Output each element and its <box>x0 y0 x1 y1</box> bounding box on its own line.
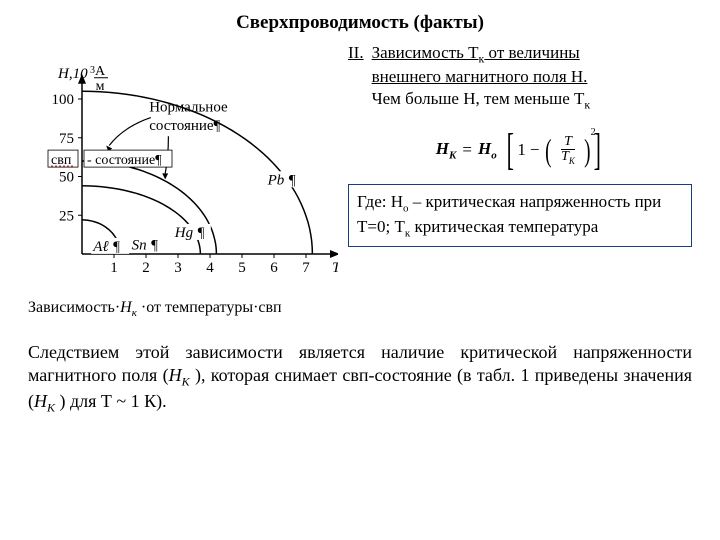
svg-text:25: 25 <box>59 208 74 224</box>
svg-text:Hg ¶: Hg ¶ <box>174 225 205 241</box>
svg-text:6: 6 <box>270 260 278 276</box>
caption-H: Н <box>120 299 132 316</box>
f-Ho-o: o <box>491 149 497 161</box>
f-den-K: K <box>569 155 575 165</box>
svg-text:100: 100 <box>52 92 75 108</box>
svg-text:4: 4 <box>206 260 214 276</box>
right-paren: ) <box>584 134 590 166</box>
svg-text:3: 3 <box>174 260 182 276</box>
p-HK1: Н <box>169 365 182 385</box>
page-title: Сверхпроводимость (факты) <box>28 12 692 34</box>
caption-rest: ·от температуры·свп <box>137 299 282 316</box>
heading-line2: внешнего магнитного поля Н. <box>372 67 588 86</box>
svg-text:- состояние¶: - состояние¶ <box>87 153 162 168</box>
heading-l3a: Чем больше Н, тем меньше Т <box>372 89 585 108</box>
svg-text:Pb ¶: Pb ¶ <box>267 172 296 188</box>
p-HK2s: К <box>47 401 55 415</box>
left-bracket: [ <box>506 128 513 172</box>
f-den: TK <box>558 150 578 166</box>
heading-l1b: от величины <box>484 43 579 62</box>
svg-text:состояние¶: состояние¶ <box>149 118 220 134</box>
svg-text:Т, К: Т, К <box>332 260 338 276</box>
caption-text: Зависимость· <box>28 299 120 316</box>
f-H: H <box>436 139 449 158</box>
svg-text:А: А <box>95 64 106 79</box>
f-frac: T TK <box>558 135 578 166</box>
f-K: K <box>449 149 456 161</box>
svg-text:Нормальное: Нормальное <box>149 99 228 115</box>
chart-area: 1007550251234567Н,103АмТ, КAℓ ¶Sn ¶Hg ¶P… <box>28 42 338 319</box>
svg-text:7: 7 <box>302 260 310 276</box>
heading-line1: Зависимость Тк от величины <box>372 43 580 62</box>
heading-l3sub: к <box>584 97 590 111</box>
chart-caption: Зависимость·Нк ·от температуры·свп <box>28 299 338 319</box>
f-minus: − <box>530 140 540 160</box>
svg-text:75: 75 <box>59 131 74 147</box>
where-l: Где: Н <box>357 192 403 211</box>
formula-Ho: Ho <box>478 139 497 161</box>
conclusion-paragraph: Следствием этой зависимости является нал… <box>28 341 692 416</box>
svg-text:2: 2 <box>142 260 150 276</box>
where-t2: критическая температура <box>410 217 598 236</box>
heading-l1a: Зависимость Т <box>372 43 479 62</box>
svg-text:50: 50 <box>59 170 74 186</box>
heading-number: II. <box>348 42 364 112</box>
f-den-T: T <box>561 149 569 164</box>
svg-text:Aℓ ¶: Aℓ ¶ <box>92 239 120 255</box>
formula-eq: = <box>462 140 472 160</box>
right-bracket: ] <box>593 128 600 172</box>
svg-text:Sn ¶: Sn ¶ <box>132 237 159 253</box>
formula-lhs: HK <box>436 139 457 161</box>
p-HK1s: К <box>182 375 190 389</box>
where-box: Где: Но – критическая напряженность при … <box>348 184 692 247</box>
f-Ho-H: H <box>478 139 491 158</box>
formula-bracket: [ 1 − ( T TK ) 2 ] <box>503 128 605 172</box>
left-paren: ( <box>546 134 552 166</box>
svg-text:5: 5 <box>238 260 246 276</box>
formula: HK = Ho [ 1 − ( T TK ) 2 ] <box>348 128 692 172</box>
chart-svg: 1007550251234567Н,103АмТ, КAℓ ¶Sn ¶Hg ¶P… <box>28 42 338 292</box>
svg-text:1: 1 <box>110 260 118 276</box>
f-one: 1 <box>517 140 526 160</box>
svg-text:Н,10: Н,10 <box>57 66 88 82</box>
heading-line3: Чем больше Н, тем меньше Тк <box>372 89 591 108</box>
section-heading: II. Зависимость Тк от величины внешнего … <box>348 42 692 112</box>
f-num: T <box>561 135 575 150</box>
p-t3: ) для Т ~ 1 К). <box>55 391 167 411</box>
p-HK2: Н <box>34 391 47 411</box>
